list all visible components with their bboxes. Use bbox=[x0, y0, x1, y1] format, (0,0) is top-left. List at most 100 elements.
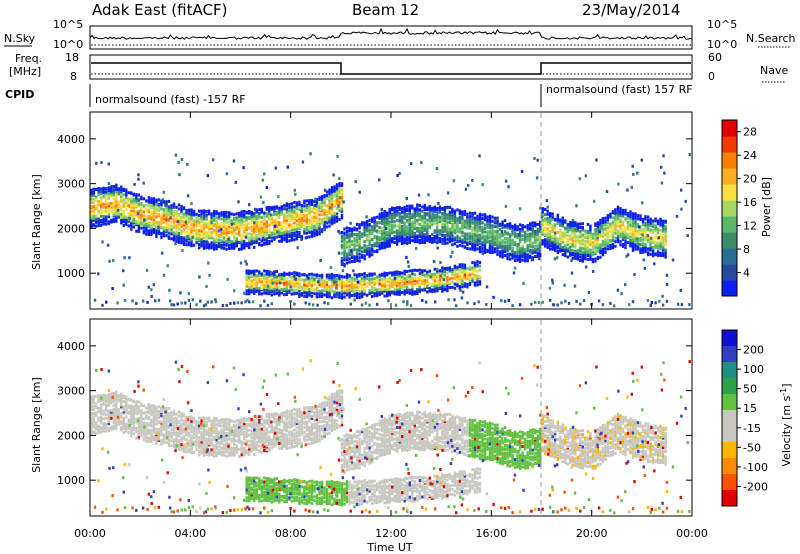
echo-cell bbox=[175, 230, 178, 234]
echo-cell bbox=[456, 230, 459, 234]
echo-cell bbox=[107, 429, 110, 433]
echo-cell bbox=[305, 206, 309, 209]
echo-cell bbox=[298, 280, 301, 284]
echo-cell bbox=[275, 219, 278, 223]
echo-cell bbox=[365, 252, 369, 256]
echo-cell bbox=[308, 206, 311, 210]
echo-cell bbox=[275, 211, 278, 214]
echo-cell bbox=[396, 272, 399, 276]
noise-cell bbox=[365, 215, 368, 219]
echo-cell bbox=[130, 404, 133, 408]
echo-cell bbox=[659, 223, 662, 226]
echo-cell bbox=[95, 395, 98, 398]
echo-cell bbox=[646, 240, 650, 244]
echo-cell bbox=[112, 203, 115, 207]
noise-cell bbox=[433, 260, 436, 264]
echo-cell bbox=[243, 234, 246, 238]
echo-cell bbox=[453, 264, 457, 268]
echo-cell bbox=[606, 242, 610, 246]
echo-cell bbox=[601, 243, 605, 247]
echo-cell bbox=[233, 226, 236, 230]
echo-cell bbox=[516, 250, 519, 254]
echo-cell bbox=[406, 208, 409, 211]
echo-cell bbox=[478, 217, 482, 221]
echo-cell bbox=[90, 215, 93, 219]
echo-cell bbox=[378, 237, 381, 241]
echo-cell bbox=[539, 222, 542, 226]
echo-cell bbox=[310, 224, 314, 228]
echo-cell bbox=[571, 234, 574, 237]
echo-cell bbox=[197, 232, 201, 236]
echo-cell bbox=[207, 232, 211, 236]
echo-cell bbox=[531, 221, 534, 225]
echo-cell bbox=[278, 273, 281, 277]
echo-cell bbox=[561, 219, 564, 223]
echo-cell bbox=[340, 200, 344, 203]
echo-cell bbox=[268, 287, 271, 291]
echo-cell bbox=[353, 239, 356, 243]
echo-cell bbox=[258, 280, 261, 284]
echo-cell bbox=[225, 243, 228, 247]
echo-cell bbox=[601, 219, 605, 222]
echo-cell bbox=[333, 201, 336, 205]
echo-cell bbox=[521, 258, 524, 262]
echo-cell bbox=[255, 289, 258, 293]
echo-cell bbox=[90, 194, 93, 198]
echo-cell bbox=[458, 221, 462, 224]
echo-cell bbox=[458, 280, 462, 284]
echo-cell bbox=[398, 214, 401, 217]
echo-cell bbox=[604, 246, 607, 250]
echo-cell bbox=[491, 248, 494, 252]
echo-cell bbox=[431, 282, 434, 286]
echo-cell bbox=[233, 228, 236, 232]
echo-cell bbox=[170, 213, 173, 217]
echo-cell bbox=[654, 244, 657, 248]
echo-cell bbox=[388, 278, 391, 282]
echo-cell bbox=[493, 237, 497, 241]
echo-cell bbox=[233, 224, 236, 228]
echo-cell bbox=[127, 410, 130, 414]
echo-cell bbox=[298, 274, 301, 278]
echo-cell bbox=[135, 420, 138, 424]
echo-cell bbox=[258, 233, 261, 237]
echo-cell bbox=[375, 229, 379, 233]
echo-cell bbox=[298, 227, 301, 230]
echo-cell bbox=[310, 220, 314, 223]
echo-cell bbox=[589, 228, 592, 232]
echo-cell bbox=[463, 282, 467, 286]
echo-cell bbox=[518, 246, 522, 250]
echo-cell bbox=[110, 392, 113, 396]
echo-cell bbox=[539, 230, 542, 234]
echo-cell bbox=[355, 227, 359, 231]
echo-cell bbox=[614, 240, 617, 244]
echo-cell bbox=[238, 247, 241, 251]
echo-cell bbox=[338, 182, 341, 186]
echo-cell bbox=[406, 290, 409, 294]
echo-cell bbox=[401, 242, 404, 246]
echo-cell bbox=[90, 408, 93, 412]
echo-cell bbox=[95, 216, 98, 220]
echo-cell bbox=[268, 292, 271, 296]
echo-cell bbox=[97, 428, 100, 432]
echo-cell bbox=[574, 228, 577, 231]
echo-cell bbox=[265, 207, 268, 211]
echo-cell bbox=[488, 249, 492, 253]
clutter-cell bbox=[131, 299, 134, 303]
echo-cell bbox=[275, 283, 278, 287]
echo-cell bbox=[275, 275, 278, 279]
echo-cell bbox=[215, 219, 218, 223]
echo-cell bbox=[122, 209, 125, 213]
echo-cell bbox=[363, 225, 366, 229]
noise-cell bbox=[161, 251, 164, 255]
echo-cell bbox=[641, 237, 645, 241]
echo-cell bbox=[501, 246, 504, 250]
echo-cell bbox=[162, 200, 166, 204]
echo-cell bbox=[626, 216, 630, 220]
noise-cell bbox=[437, 201, 440, 205]
echo-cell bbox=[589, 231, 592, 235]
echo-cell bbox=[172, 202, 176, 206]
clutter-cell bbox=[123, 299, 127, 302]
echo-cell bbox=[529, 226, 532, 230]
echo-cell bbox=[130, 210, 133, 214]
echo-cell bbox=[290, 275, 294, 279]
